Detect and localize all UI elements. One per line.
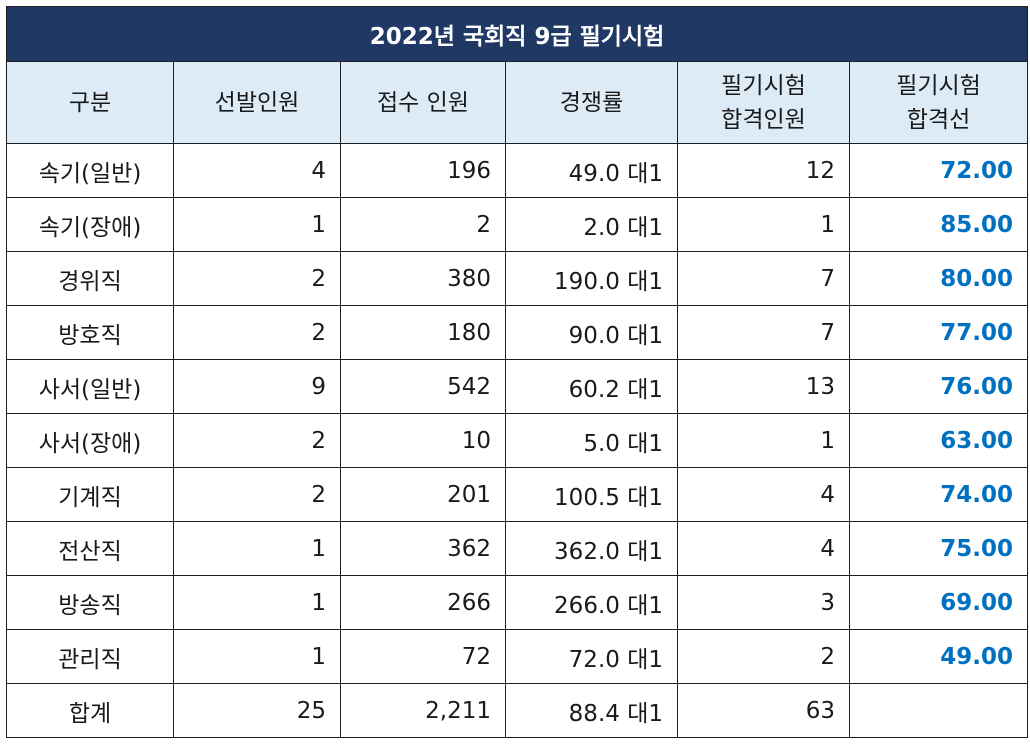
cell-cutoff-score: 85.00 [848,197,1029,252]
cell-selected-count: 2 [173,467,341,522]
cell-category: 방송직 [6,575,174,630]
cell-selected-count: 9 [173,359,341,414]
table-row: 방송직 1 266 266.0 대1 3 69.00 [6,575,1029,630]
cell-applicants: 380 [340,251,506,306]
cell-passed-count: 1 [677,197,850,252]
cell-competition-rate: 49.0 대1 [505,143,678,198]
cell-applicants: 2 [340,197,506,252]
table-row: 속기(장애) 1 2 2.0 대1 1 85.00 [6,197,1029,252]
cell-category: 사서(일반) [6,359,174,414]
cell-category: 경위직 [6,251,174,306]
cell-competition-rate: 72.0 대1 [505,629,678,684]
cell-selected-count: 25 [173,683,341,738]
cell-competition-rate: 60.2 대1 [505,359,678,414]
cell-passed-count: 7 [677,305,850,360]
cell-category: 전산직 [6,521,174,576]
cell-category: 사서(장애) [6,413,174,468]
cell-selected-count: 4 [173,143,341,198]
table-row: 전산직 1 362 362.0 대1 4 75.00 [6,521,1029,576]
cell-category: 합계 [6,683,174,738]
cell-passed-count: 3 [677,575,850,630]
table-row: 속기(일반) 4 196 49.0 대1 12 72.00 [6,143,1029,198]
cell-selected-count: 1 [173,197,341,252]
exam-results-table-container: 2022년 국회직 9급 필기시험 구분 선발인원 접수 인원 경쟁률 필기시험… [5,6,1029,738]
cell-passed-count: 4 [677,521,850,576]
cell-selected-count: 1 [173,629,341,684]
cell-passed-count: 2 [677,629,850,684]
cell-cutoff-score [848,683,1029,738]
cell-cutoff-score: 80.00 [848,251,1029,306]
cell-competition-rate: 2.0 대1 [505,197,678,252]
cell-category: 기계직 [6,467,174,522]
cell-selected-count: 1 [173,521,341,576]
cell-applicants: 2,211 [340,683,506,738]
header-competition-rate: 경쟁률 [505,61,678,144]
cell-competition-rate: 190.0 대1 [505,251,678,306]
cell-applicants: 196 [340,143,506,198]
cell-competition-rate: 90.0 대1 [505,305,678,360]
cell-category: 속기(장애) [6,197,174,252]
cell-category: 방호직 [6,305,174,360]
cell-competition-rate: 362.0 대1 [505,521,678,576]
cell-applicants: 362 [340,521,506,576]
cell-applicants: 266 [340,575,506,630]
cell-selected-count: 2 [173,251,341,306]
cell-passed-count: 13 [677,359,850,414]
cell-cutoff-score: 72.00 [848,143,1029,198]
cell-selected-count: 1 [173,575,341,630]
cell-applicants: 72 [340,629,506,684]
header-cutoff-score: 필기시험 합격선 [848,61,1029,144]
table-row: 관리직 1 72 72.0 대1 2 49.00 [6,629,1029,684]
table-body: 속기(일반) 4 196 49.0 대1 12 72.00 속기(장애) 1 2 2.0 대1 1 8… [6,143,1029,738]
cell-category: 속기(일반) [6,143,174,198]
table-row: 경위직 2 380 190.0 대1 7 80.00 [6,251,1029,306]
header-category: 구분 [6,61,174,144]
cell-competition-rate: 88.4 대1 [505,683,678,738]
table-row: 사서(장애) 2 10 5.0 대1 1 63.00 [6,413,1029,468]
cell-selected-count: 2 [173,305,341,360]
cell-cutoff-score: 74.00 [848,467,1029,522]
table-row: 방호직 2 180 90.0 대1 7 77.00 [6,305,1029,360]
cell-passed-count: 1 [677,413,850,468]
cell-competition-rate: 5.0 대1 [505,413,678,468]
cell-applicants: 180 [340,305,506,360]
header-applicants: 접수 인원 [340,61,506,144]
cell-selected-count: 2 [173,413,341,468]
cell-passed-count: 12 [677,143,850,198]
cell-cutoff-score: 75.00 [848,521,1029,576]
table-row: 기계직 2 201 100.5 대1 4 74.00 [6,467,1029,522]
table-title: 2022년 국회직 9급 필기시험 [5,6,1029,62]
header-selected-count: 선발인원 [173,61,341,144]
cell-cutoff-score: 69.00 [848,575,1029,630]
cell-cutoff-score: 49.00 [848,629,1029,684]
cell-category: 관리직 [6,629,174,684]
cell-competition-rate: 266.0 대1 [505,575,678,630]
cell-cutoff-score: 63.00 [848,413,1029,468]
cell-applicants: 542 [340,359,506,414]
exam-results-table: 2022년 국회직 9급 필기시험 구분 선발인원 접수 인원 경쟁률 필기시험… [5,6,1029,738]
cell-passed-count: 63 [677,683,850,738]
table-row: 사서(일반) 9 542 60.2 대1 13 76.00 [6,359,1029,414]
cell-competition-rate: 100.5 대1 [505,467,678,522]
cell-applicants: 201 [340,467,506,522]
cell-cutoff-score: 77.00 [848,305,1029,360]
cell-cutoff-score: 76.00 [848,359,1029,414]
header-row: 구분 선발인원 접수 인원 경쟁률 필기시험 합격인원 필기시험 합격선 [6,61,1029,144]
cell-passed-count: 4 [677,467,850,522]
table-row: 합계 25 2,211 88.4 대1 63 [6,683,1029,738]
header-passed-count: 필기시험 합격인원 [677,61,850,144]
cell-applicants: 10 [340,413,506,468]
cell-passed-count: 7 [677,251,850,306]
